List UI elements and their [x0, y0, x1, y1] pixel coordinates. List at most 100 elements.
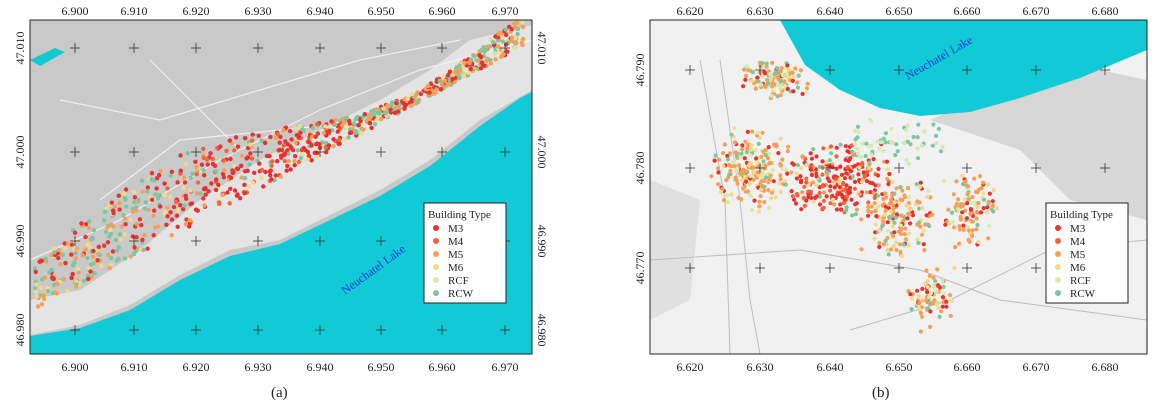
- y-tick-label-left: 46.990: [13, 225, 27, 258]
- building-point: [922, 248, 927, 253]
- building-point: [898, 231, 903, 237]
- building-point: [854, 207, 860, 212]
- building-point: [778, 136, 783, 141]
- building-point: [63, 246, 68, 251]
- building-point: [960, 174, 965, 179]
- building-point: [183, 222, 188, 227]
- building-point: [500, 39, 506, 44]
- building-point: [128, 217, 133, 222]
- building-point: [855, 135, 860, 140]
- building-point: [284, 168, 289, 173]
- building-point: [744, 150, 750, 155]
- building-point: [34, 294, 39, 299]
- legend-label: M3: [448, 223, 464, 235]
- building-point: [154, 186, 159, 191]
- building-point: [153, 192, 158, 197]
- building-point: [935, 267, 940, 272]
- building-point: [965, 192, 970, 197]
- building-point: [293, 154, 298, 159]
- building-point: [114, 248, 120, 253]
- building-point: [74, 284, 79, 289]
- building-point: [877, 244, 882, 250]
- building-point: [930, 212, 935, 217]
- building-point: [377, 110, 382, 115]
- building-point: [931, 284, 936, 289]
- building-point: [920, 314, 925, 319]
- y-tick-label-left: 46.780: [633, 152, 647, 185]
- building-point: [209, 181, 214, 186]
- building-point: [169, 233, 174, 238]
- building-point: [79, 221, 84, 226]
- building-point: [145, 189, 150, 194]
- legend-label: M4: [448, 236, 464, 248]
- building-point: [789, 189, 794, 194]
- building-point: [361, 127, 366, 132]
- building-point: [235, 166, 241, 171]
- building-point: [314, 154, 319, 159]
- building-point: [990, 203, 996, 208]
- building-point: [103, 229, 109, 235]
- building-point: [729, 132, 734, 137]
- building-point: [759, 154, 764, 160]
- building-point: [916, 122, 921, 127]
- building-point: [349, 130, 354, 135]
- building-point: [880, 224, 885, 229]
- building-point: [917, 185, 922, 190]
- building-point: [859, 217, 864, 222]
- building-point: [722, 142, 727, 147]
- lake: [30, 92, 532, 354]
- building-point: [768, 77, 773, 82]
- building-point: [242, 175, 248, 181]
- building-point: [51, 282, 57, 288]
- building-point: [869, 119, 874, 124]
- building-point: [296, 135, 301, 140]
- building-point: [69, 252, 74, 257]
- building-point: [750, 78, 755, 84]
- building-point: [798, 174, 803, 179]
- building-point: [89, 274, 95, 280]
- building-point: [222, 168, 227, 173]
- building-point: [770, 60, 775, 65]
- building-point: [288, 167, 293, 172]
- building-point: [785, 149, 790, 154]
- building-point: [890, 193, 895, 198]
- building-point: [775, 66, 780, 71]
- building-point: [782, 83, 787, 89]
- building-point: [880, 219, 885, 224]
- building-point: [962, 197, 967, 202]
- building-point: [733, 177, 738, 182]
- building-point: [745, 129, 750, 134]
- building-point: [742, 184, 747, 189]
- building-point: [297, 124, 303, 129]
- building-point: [131, 189, 137, 195]
- building-point: [264, 153, 270, 159]
- building-point: [909, 307, 914, 312]
- building-point: [887, 215, 892, 220]
- building-point: [928, 324, 933, 329]
- building-point: [183, 161, 188, 166]
- building-point: [904, 203, 909, 208]
- building-point: [902, 140, 907, 146]
- building-point: [716, 170, 721, 175]
- building-point: [866, 200, 871, 205]
- building-point: [785, 86, 790, 92]
- building-point: [888, 208, 893, 214]
- building-point: [768, 173, 773, 178]
- building-point: [899, 254, 904, 259]
- x-tick-label-bottom: 6.620: [677, 360, 704, 374]
- building-point: [405, 96, 410, 102]
- building-point: [881, 196, 886, 202]
- building-point: [175, 224, 180, 229]
- building-point: [286, 158, 291, 164]
- x-tick-label-bottom: 6.650: [886, 360, 913, 374]
- building-point: [72, 230, 78, 235]
- building-point: [972, 176, 977, 181]
- building-point: [99, 263, 104, 269]
- building-point: [841, 200, 846, 205]
- building-point: [716, 182, 721, 187]
- building-point: [852, 128, 857, 133]
- building-point: [472, 54, 477, 59]
- building-point: [857, 192, 862, 197]
- building-point: [791, 74, 796, 79]
- building-point: [188, 188, 193, 193]
